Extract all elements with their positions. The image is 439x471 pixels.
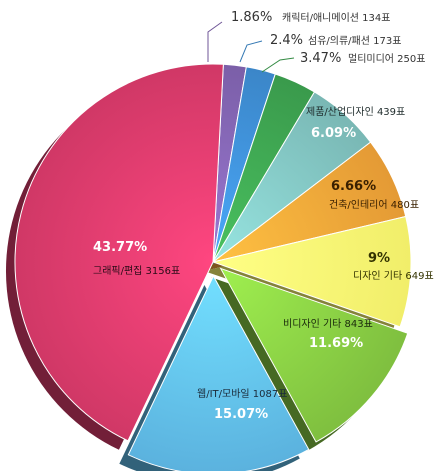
leader-line-character — [207, 21, 223, 62]
pie-label-percent-architecture: 6.66% — [331, 179, 376, 194]
pie-label-category-multimedia: 멀티미디어 250표 — [348, 52, 425, 65]
pie-label-percent-textile: 2.4% — [270, 33, 303, 48]
pie-label-category-textile: 섬유/의류/패션 173표 — [308, 35, 401, 47]
pie-label-category-graphic: 그래픽/편집 3156표 — [93, 265, 180, 277]
pie-label-percent-design-other: 9% — [368, 251, 390, 266]
pie-slice-graphic — [14, 63, 224, 442]
pie-label-percent-web-mobile: 15.07% — [214, 407, 268, 422]
pie-slice-web-mobile — [127, 274, 310, 471]
pie-label-percent-character: 1.86% — [231, 10, 272, 25]
pie-label-category-product: 제품/산업디자인 439표 — [306, 105, 405, 118]
pie-slice-design-other — [211, 215, 412, 328]
leader-line-textile — [239, 40, 263, 63]
leader-line-multimedia — [261, 57, 295, 73]
pie-label-percent-non-design-other: 11.69% — [309, 336, 363, 351]
pie-slice-non-design-other — [219, 267, 409, 443]
pie-label-category-web-mobile: 웹/IT/모바일 1087표 — [197, 388, 287, 400]
pie-label-category-architecture: 건축/인테리어 480표 — [329, 199, 419, 211]
pie-label-percent-product: 6.09% — [311, 126, 356, 141]
pie-label-category-non-design-other: 비디자인 기타 843표 — [283, 318, 373, 330]
pie-label-percent-multimedia: 3.47% — [300, 51, 341, 66]
pie-label-category-design-other: 디자인 기타 649표 — [353, 270, 434, 282]
pie-label-percent-graphic: 43.77% — [93, 240, 147, 255]
pie-label-category-character: 캐릭터/애니메이션 134표 — [282, 12, 390, 24]
